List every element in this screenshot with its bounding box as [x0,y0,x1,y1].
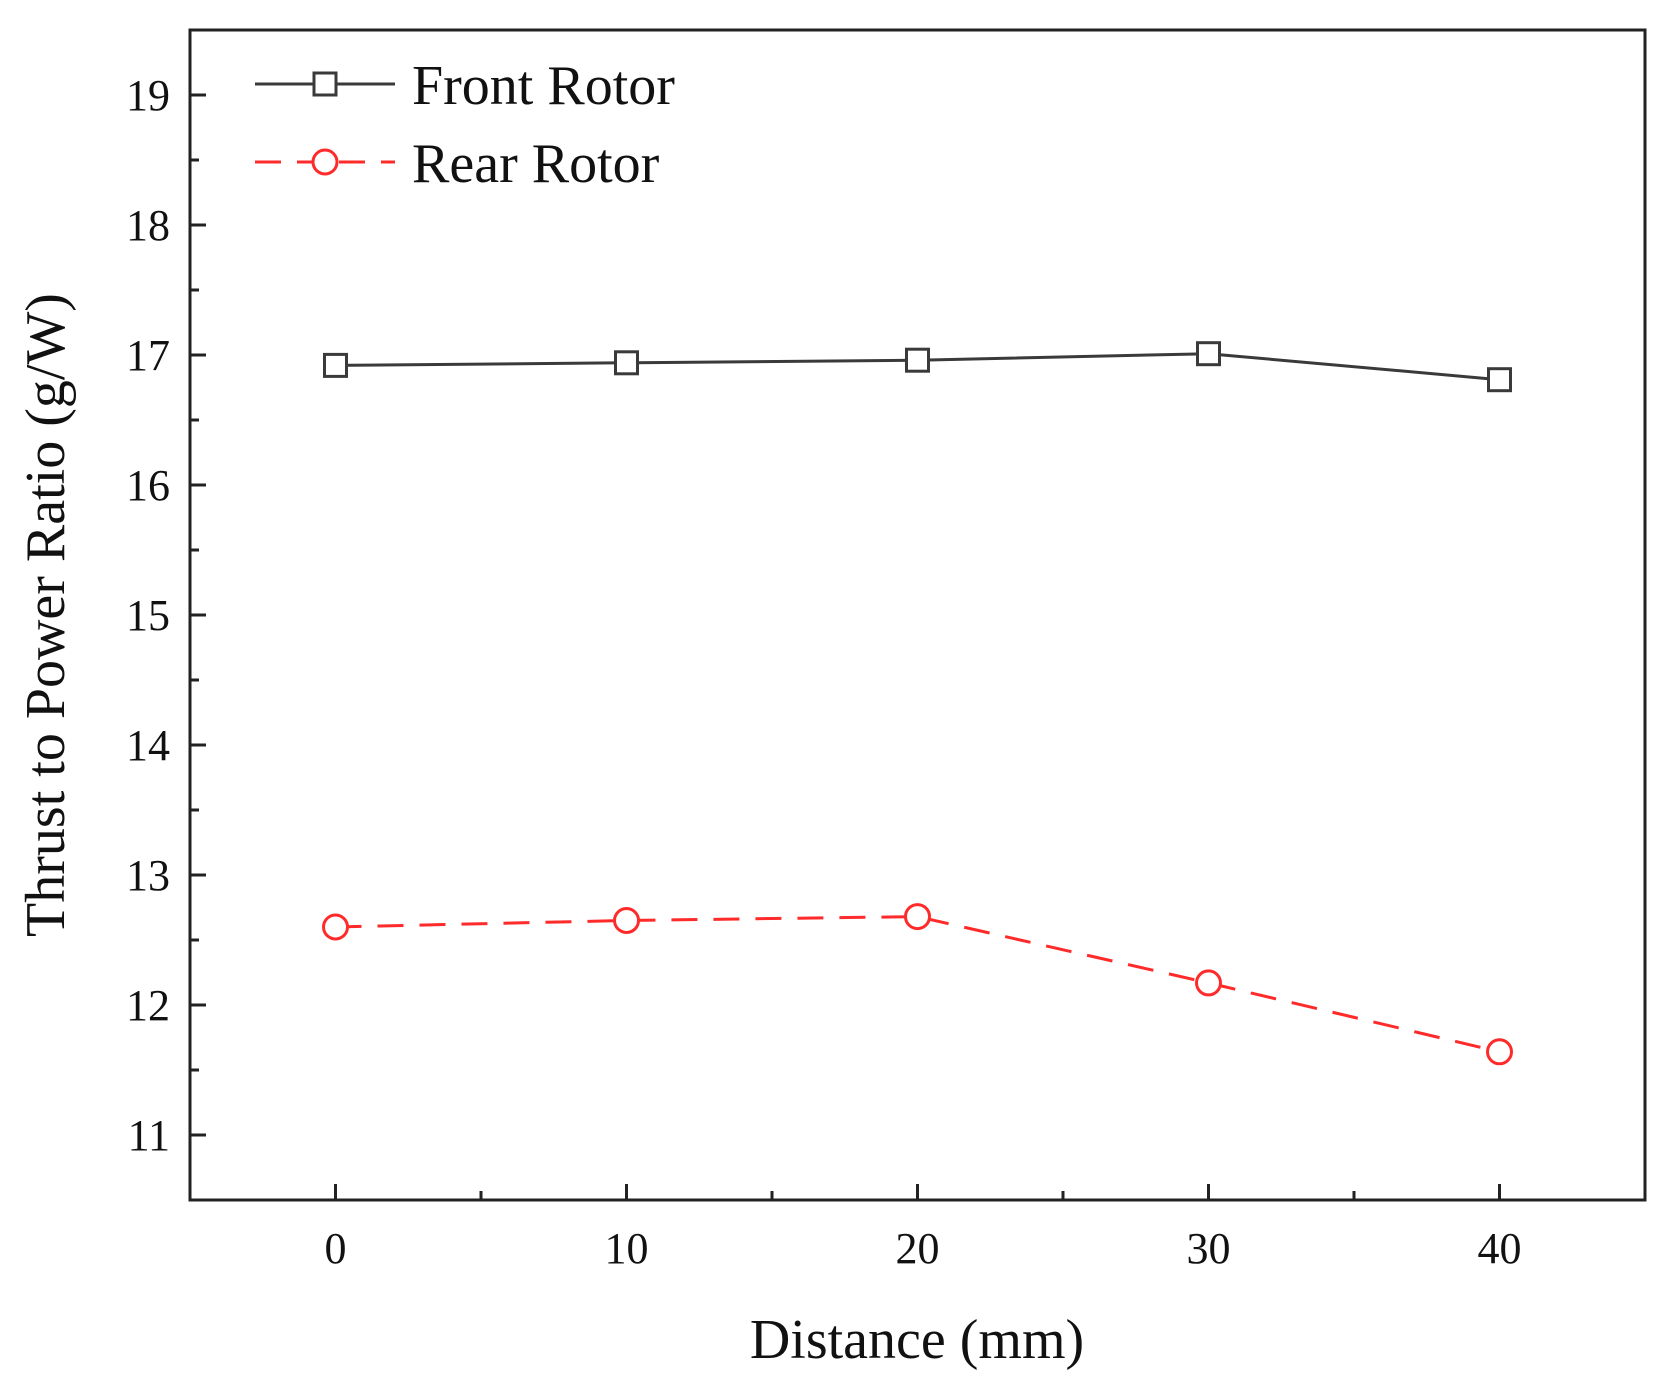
y-tick-label: 16 [126,461,170,510]
data-point-rear-rotor [1486,1038,1513,1066]
y-tick-label: 12 [126,981,170,1030]
data-point-front-rotor [323,352,348,378]
y-tick-label: 11 [128,1111,170,1160]
data-point-rear-rotor [1195,969,1222,997]
legend-front-rotor-label: Front Rotor [412,55,675,117]
y-tick-labels: 11 12 13 14 15 16 17 18 19 [126,71,170,1160]
legend-rear-rotor-label: Rear Rotor [412,133,660,195]
data-point-rear-rotor [613,907,640,934]
x-tick-label: 10 [605,1224,649,1273]
x-tick-label: 40 [1478,1224,1522,1273]
y-axis-title: Thrust to Power Ratio (g/W) [15,293,77,937]
series-layer [322,341,1513,1066]
x-axis-title: Distance (mm) [750,1309,1084,1371]
y-tick-label: 14 [126,721,170,770]
series-line-rear-rotor [335,915,1500,1054]
data-point-rear-rotor [904,903,931,931]
data-point-front-rotor [614,350,639,376]
x-tick-label: 20 [896,1224,940,1273]
legend: Front Rotor Rear Rotor [255,55,675,195]
series-rear-rotor [322,903,1513,1066]
x-tick-label: 30 [1187,1224,1231,1273]
y-tick-label: 18 [126,201,170,250]
plot-frame [188,28,1647,1202]
legend-front-rotor-square-marker-icon [312,71,338,97]
y-tick-label: 13 [126,851,170,900]
y-tick-label: 15 [126,591,170,640]
data-point-rear-rotor [322,913,349,941]
axis-ticks [190,93,1501,1200]
x-tick-labels: 0 10 20 30 40 [325,1224,1522,1273]
data-point-front-rotor [1196,341,1221,367]
y-tick-label: 17 [126,331,170,380]
data-point-front-rotor [1487,367,1512,393]
series-front-rotor [323,341,1512,393]
x-tick-label: 0 [325,1224,347,1273]
legend-rear-rotor-circle-marker-icon [311,148,339,176]
y-tick-label: 19 [126,71,170,120]
data-point-front-rotor [905,347,930,373]
